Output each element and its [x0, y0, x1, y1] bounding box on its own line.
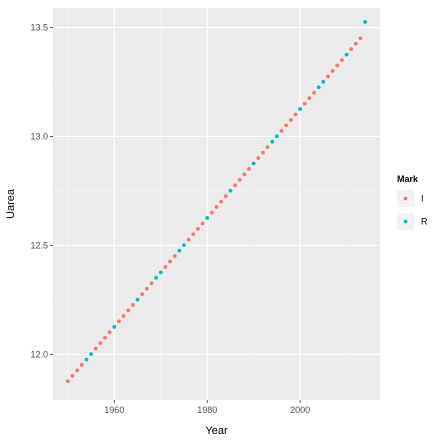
data-point-i	[130, 303, 135, 307]
data-point-i	[353, 41, 358, 46]
data-point-i	[335, 63, 340, 68]
data-point-r	[344, 52, 349, 57]
data-point-r	[182, 243, 186, 248]
plot-panel	[53, 8, 380, 400]
data-point-r	[321, 79, 326, 84]
legend-title: Mark	[397, 174, 419, 184]
data-point-i	[98, 341, 103, 346]
data-point-i	[265, 145, 270, 150]
legend-label-r: R	[421, 217, 428, 227]
data-point-i	[237, 177, 242, 182]
data-point-i	[168, 259, 172, 264]
data-point-i	[172, 254, 177, 258]
y-tick-labels: 12.0 12.5 13.0 13.5	[30, 23, 48, 360]
data-point-i	[284, 123, 289, 128]
data-point-i	[107, 330, 112, 335]
data-point-i	[247, 167, 251, 171]
data-point-i	[163, 265, 168, 269]
data-point-i	[293, 112, 298, 117]
data-point-r	[274, 134, 279, 139]
data-point-i	[186, 237, 191, 242]
x-tick-labels: 1960 1980 2000	[104, 405, 310, 415]
data-point-i	[126, 308, 131, 313]
data-point-i	[340, 58, 344, 62]
data-point-i	[261, 150, 265, 155]
data-point-i	[302, 101, 307, 106]
data-point-i	[191, 232, 196, 237]
data-point-i	[209, 210, 214, 215]
legend-point-i	[403, 196, 408, 201]
data-point-i	[149, 281, 154, 286]
data-point-i	[242, 172, 247, 177]
data-point-i	[144, 286, 149, 291]
x-tick-label: 1960	[104, 405, 124, 415]
legend-point-r	[403, 219, 408, 224]
x-tick-label: 1980	[197, 405, 217, 415]
x-tick-label: 2000	[290, 405, 310, 415]
y-axis-title: Uarea	[5, 188, 17, 219]
data-point-r	[363, 20, 368, 24]
data-point-i	[93, 346, 98, 351]
data-point-i	[312, 90, 316, 95]
data-point-i	[288, 118, 293, 122]
data-point-r	[112, 324, 117, 329]
data-point-i	[79, 363, 84, 367]
data-point-i	[214, 205, 219, 209]
data-point-i	[219, 199, 224, 204]
data-point-r	[251, 161, 256, 166]
data-point-i	[330, 69, 335, 73]
data-point-r	[154, 275, 159, 280]
data-point-i	[70, 373, 75, 378]
data-point-i	[256, 156, 261, 160]
data-point-i	[75, 368, 80, 373]
data-point-i	[358, 36, 363, 41]
data-point-r	[158, 270, 163, 275]
data-point-i	[103, 335, 107, 340]
data-point-r	[177, 248, 182, 253]
y-tick-label: 12.0	[30, 349, 48, 359]
data-point-r	[135, 297, 140, 302]
data-point-i	[307, 96, 312, 101]
y-tick-label: 12.5	[30, 240, 48, 250]
data-point-i	[65, 379, 70, 384]
data-point-r	[89, 352, 93, 356]
legend: Mark I R	[397, 174, 428, 230]
legend-label-i: I	[421, 194, 424, 204]
data-point-r	[205, 216, 210, 220]
data-points	[65, 20, 368, 384]
data-point-i	[279, 128, 284, 133]
y-tick-label: 13.5	[30, 23, 48, 33]
data-point-i	[196, 226, 200, 231]
y-tick-label: 13.0	[30, 131, 48, 141]
minor-gridlines	[53, 8, 380, 400]
axis-ticks	[50, 27, 301, 403]
data-point-i	[117, 319, 121, 324]
data-point-i	[121, 314, 126, 318]
data-point-i	[326, 74, 330, 79]
data-point-r	[270, 139, 275, 144]
data-point-r	[228, 188, 233, 193]
data-point-i	[223, 194, 228, 199]
data-point-r	[84, 357, 89, 362]
data-point-i	[349, 47, 354, 52]
x-axis-title: Year	[205, 425, 228, 437]
data-point-i	[140, 292, 145, 297]
data-point-i	[233, 183, 237, 188]
data-point-r	[298, 107, 303, 111]
data-point-i	[200, 221, 205, 226]
major-gridlines	[53, 8, 380, 400]
data-point-r	[316, 85, 321, 90]
